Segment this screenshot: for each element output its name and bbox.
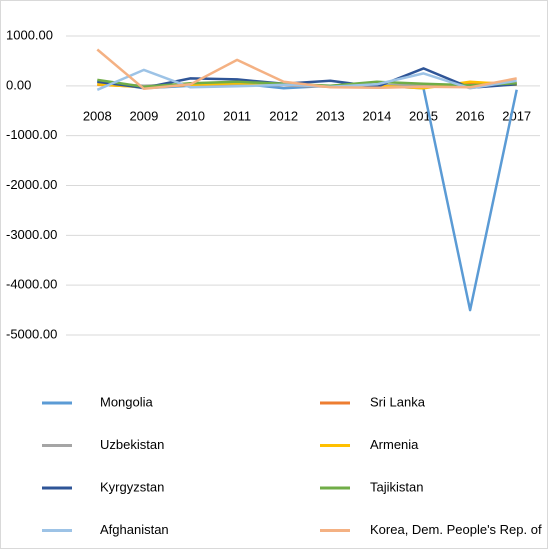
series-line	[96, 48, 517, 91]
legend-label: Mongolia	[100, 394, 154, 409]
legend-label: Tajikistan	[370, 479, 423, 494]
x-tick-label: 2012	[269, 108, 298, 123]
y-tick-label: 1000.00	[6, 27, 53, 42]
x-tick-label: 2017	[502, 108, 531, 123]
legend-label: Uzbekistan	[100, 437, 164, 452]
series-line	[97, 67, 517, 90]
legend-label: Korea, Dem. People's Rep. of	[370, 522, 542, 537]
y-tick-label: 0.00	[6, 77, 31, 92]
y-tick-label: -1000.00	[6, 127, 57, 142]
legend-label: Kyrgyzstan	[100, 479, 164, 494]
legend-label: Armenia	[370, 437, 419, 452]
x-tick-label: 2016	[456, 108, 485, 123]
x-tick-label: 2011	[223, 108, 251, 123]
x-tick-label: 2008	[83, 108, 112, 123]
y-tick-label: -5000.00	[6, 326, 57, 341]
legend-label: Sri Lanka	[370, 394, 426, 409]
x-tick-label: 2010	[176, 108, 205, 123]
legend-label: Afghanistan	[100, 522, 169, 537]
y-tick-label: -2000.00	[6, 177, 57, 192]
x-tick-label: 2009	[129, 108, 158, 123]
y-tick-label: -3000.00	[6, 227, 57, 242]
x-tick-label: 2014	[362, 108, 391, 123]
y-tick-label: -4000.00	[6, 277, 57, 292]
x-tick-label: 2013	[316, 108, 345, 123]
x-tick-label: 2015	[409, 108, 438, 123]
